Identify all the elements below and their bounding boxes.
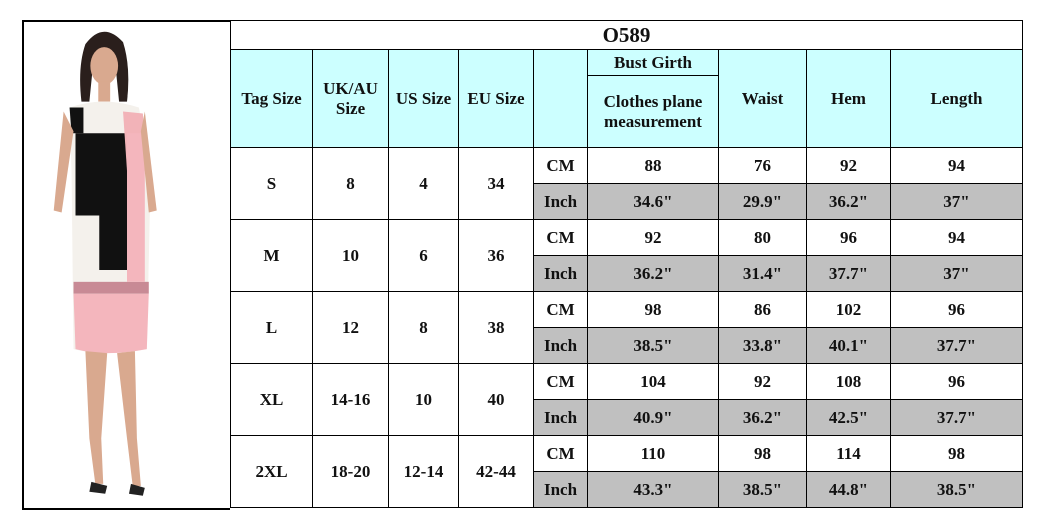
inch-value: 40.9": [587, 399, 719, 436]
table-row: 2XL 18-20 12-14 42-44 CM 110 98 114 98: [230, 435, 1024, 508]
inch-value: 37.7": [806, 255, 891, 292]
inch-value: 38.5": [889, 471, 1024, 508]
table-title: O589: [229, 20, 1024, 50]
tag-size: S: [230, 147, 313, 220]
inch-value: 36.2": [587, 255, 719, 292]
inch-value: 38.5": [718, 471, 807, 508]
cm-value: 76: [718, 147, 807, 184]
cm-value: 104: [587, 363, 719, 400]
inch-value: 33.8": [718, 327, 807, 364]
inch-value: 40.1": [806, 327, 891, 364]
uk-au-size: 18-20: [312, 435, 389, 508]
unit-label: Inch: [533, 327, 588, 364]
uk-au-size: 10: [312, 219, 389, 292]
size-table: O589 Tag Size UK/AU Size US Size EU Size Bus…: [229, 20, 1024, 508]
unit-label: CM: [533, 435, 588, 472]
column-header: Bust Girth: [587, 49, 719, 76]
eu-size: 34: [458, 147, 534, 220]
cm-value: 96: [806, 219, 891, 256]
table-row: Inch 34.6" 29.9" 36.2" 37": [231, 183, 1024, 220]
inch-value: 36.2": [718, 399, 807, 436]
cm-value: 96: [889, 363, 1024, 400]
cm-value: 102: [806, 291, 891, 328]
tag-size: L: [230, 291, 313, 364]
us-size: 12-14: [388, 435, 459, 508]
unit-label: CM: [533, 147, 588, 184]
table-row: Inch 36.2" 31.4" 37.7" 37": [231, 255, 1024, 292]
cm-value: 88: [587, 147, 719, 184]
table-row: M 10 6 36 CM 92 80 96 94: [230, 219, 1024, 292]
uk-au-size: 8: [312, 147, 389, 220]
eu-size: 42-44: [458, 435, 534, 508]
table-row: Tag Size UK/AU Size US Size EU Size Bust Gir…: [230, 49, 1024, 148]
cm-value: 110: [587, 435, 719, 472]
cm-value: 98: [718, 435, 807, 472]
uk-au-size: 14-16: [312, 363, 389, 436]
inch-value: 29.9": [718, 183, 807, 220]
column-header: EU Size: [458, 49, 534, 148]
table-row: Inch 43.3" 38.5" 44.8" 38.5": [231, 471, 1024, 508]
inch-value: 34.6": [587, 183, 719, 220]
column-header: US Size: [388, 49, 459, 148]
us-size: 6: [388, 219, 459, 292]
tag-size: 2XL: [230, 435, 313, 508]
column-header: Length: [889, 49, 1024, 148]
column-header: Hem: [806, 49, 891, 148]
cm-value: 92: [806, 147, 891, 184]
cm-value: 96: [889, 291, 1024, 328]
inch-value: 36.2": [806, 183, 891, 220]
unit-label: Inch: [533, 255, 588, 292]
cm-value: 94: [889, 219, 1024, 256]
tag-size: XL: [230, 363, 313, 436]
cm-value: 94: [889, 147, 1024, 184]
table-row: L 12 8 38 CM 98 86 102 96: [230, 291, 1024, 364]
tag-size: M: [230, 219, 313, 292]
eu-size: 40: [458, 363, 534, 436]
column-header: Clothes plane measurement: [587, 75, 719, 148]
us-size: 10: [388, 363, 459, 436]
inch-value: 37": [889, 255, 1024, 292]
unit-label: CM: [533, 363, 588, 400]
inch-value: 31.4": [718, 255, 807, 292]
cm-value: 114: [806, 435, 891, 472]
unit-label: Inch: [533, 183, 588, 220]
cm-value: 92: [718, 363, 807, 400]
column-header: Tag Size: [230, 49, 313, 148]
inch-value: 37.7": [889, 399, 1024, 436]
inch-value: 38.5": [587, 327, 719, 364]
unit-label: CM: [533, 219, 588, 256]
table-row: XL 14-16 10 40 CM 104 92 108 96: [230, 363, 1024, 436]
unit-label: CM: [533, 291, 588, 328]
eu-size: 38: [458, 291, 534, 364]
inch-value: 42.5": [806, 399, 891, 436]
cm-value: 80: [718, 219, 807, 256]
inch-value: 37": [889, 183, 1024, 220]
inch-value: 43.3": [587, 471, 719, 508]
cm-value: 86: [718, 291, 807, 328]
unit-header: [533, 49, 588, 148]
cm-value: 92: [587, 219, 719, 256]
us-size: 8: [388, 291, 459, 364]
table-row: S 8 4 34 CM 88 76 92 94: [230, 147, 1024, 220]
unit-label: Inch: [533, 471, 588, 508]
table-row: Clothes plane measurement: [231, 75, 1023, 148]
product-photo: [22, 20, 230, 510]
cm-value: 98: [889, 435, 1024, 472]
uk-au-size: 12: [312, 291, 389, 364]
column-header: UK/AU Size: [312, 49, 389, 148]
inch-value: 37.7": [889, 327, 1024, 364]
inch-value: 44.8": [806, 471, 891, 508]
eu-size: 36: [458, 219, 534, 292]
cm-value: 98: [587, 291, 719, 328]
cm-value: 108: [806, 363, 891, 400]
us-size: 4: [388, 147, 459, 220]
column-header: Waist: [718, 49, 807, 148]
unit-label: Inch: [533, 399, 588, 436]
